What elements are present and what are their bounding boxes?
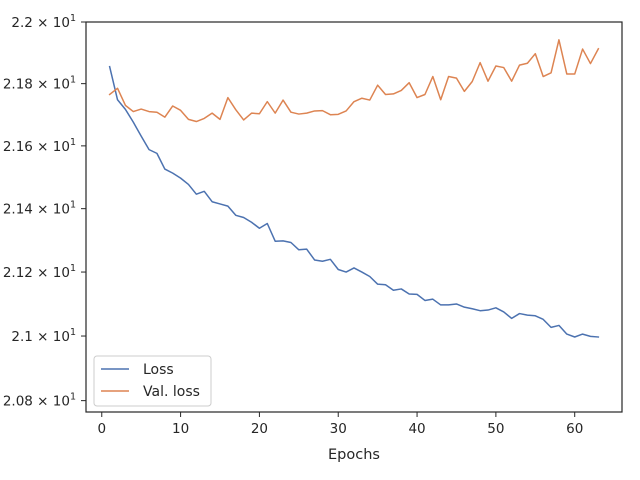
- series-line-loss: [108, 65, 600, 338]
- y-tick-label: 2.1 × 101: [11, 327, 76, 345]
- y-tick-label: 2.14 × 101: [3, 200, 76, 218]
- x-tick-label: 40: [408, 421, 425, 437]
- y-tick-label: 2.16 × 101: [3, 137, 76, 155]
- x-axis: 0 10 20 30 40 50 60: [97, 412, 583, 437]
- x-tick-label: 10: [172, 421, 189, 437]
- x-tick-label: 0: [97, 421, 106, 437]
- y-tick-label: 2.12 × 101: [3, 263, 76, 281]
- x-tick-label: 30: [330, 421, 347, 437]
- legend: Loss Val. loss: [93, 355, 212, 407]
- legend-label-val-loss: Val. loss: [143, 384, 200, 400]
- plot-frame: [85, 21, 623, 413]
- x-tick-label: 50: [487, 421, 504, 437]
- y-tick-label: 2.2 × 101: [11, 13, 76, 31]
- x-tick-label: 20: [251, 421, 268, 437]
- y-tick-label: 2.18 × 101: [3, 75, 76, 93]
- plot-area: [86, 22, 622, 412]
- y-axis: 2.08 × 101 2.1 × 101 2.12 × 101 2.14 × 101 2…: [3, 13, 86, 410]
- x-axis-label: Epochs: [328, 447, 380, 463]
- y-tick-label: 2.08 × 101: [3, 392, 76, 410]
- series-line-val-loss: [108, 39, 600, 123]
- series-layer: [108, 39, 600, 338]
- x-tick-label: 60: [566, 421, 583, 437]
- legend-label-loss: Loss: [143, 362, 174, 378]
